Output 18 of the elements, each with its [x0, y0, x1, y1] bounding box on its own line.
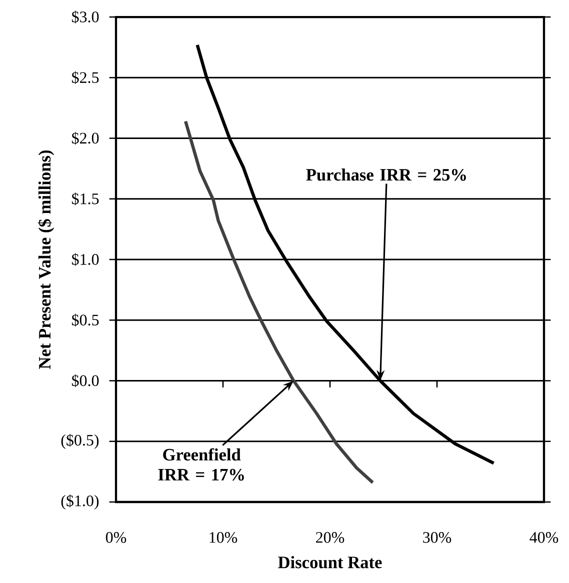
y-tick-label: $2.5 — [72, 71, 99, 84]
x-tick-label: 40% — [530, 532, 558, 543]
y-tick-label: ($0.5) — [61, 434, 99, 449]
y-tick-label: $3.0 — [72, 10, 99, 24]
annotation: Greenfield IRR = 17% — [158, 448, 244, 481]
y-tick-label: ($1.0) — [61, 494, 99, 510]
y-tick-label: $0.5 — [72, 314, 99, 327]
x-axis-title: Discount Rate — [278, 556, 382, 568]
x-tick-label: 10% — [210, 532, 238, 543]
y-axis-title: Net Present Value ($ millions) — [38, 150, 54, 369]
y-tick-label: $1.5 — [72, 192, 99, 206]
y-tick-label: $1.0 — [72, 253, 99, 266]
y-tick-label: $2.0 — [72, 132, 99, 145]
x-tick-label: 20% — [316, 532, 344, 543]
x-tick-label: 30% — [423, 532, 452, 543]
y-tick-label: $0.0 — [72, 374, 99, 388]
annotation: Purchase IRR = 25% — [306, 168, 466, 181]
x-tick-label: 0% — [106, 532, 126, 543]
